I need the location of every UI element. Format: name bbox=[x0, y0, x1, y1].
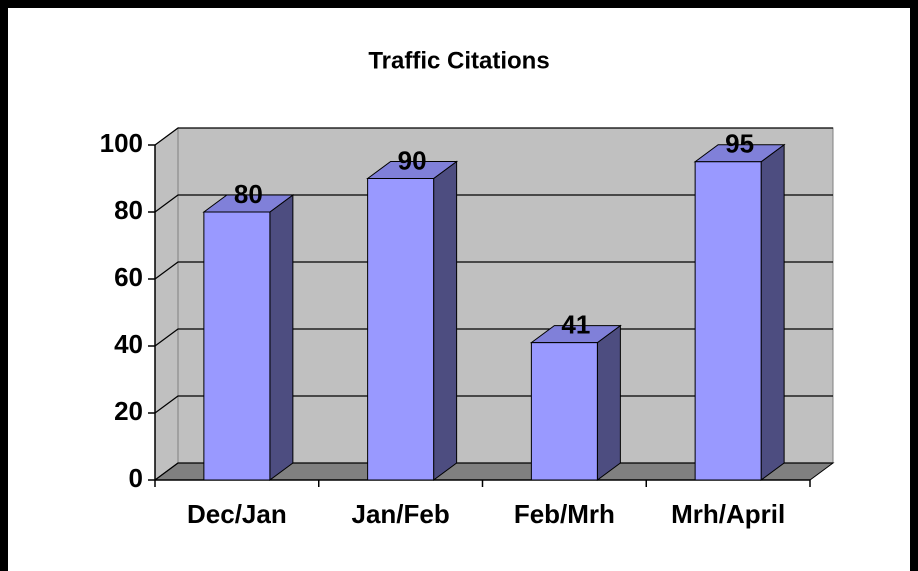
value-label: 95 bbox=[725, 129, 754, 159]
grid-line bbox=[154, 261, 833, 280]
grid-line bbox=[154, 127, 833, 146]
y-tick-label: 40 bbox=[114, 329, 143, 359]
value-label: 80 bbox=[234, 179, 263, 209]
side-wall bbox=[154, 127, 179, 481]
bar-side bbox=[596, 324, 621, 481]
x-tick-label: Jan/Feb bbox=[352, 499, 450, 529]
y-tick-label: 80 bbox=[114, 195, 143, 225]
chart-title: Traffic Citations bbox=[368, 47, 549, 74]
value-label: 90 bbox=[398, 145, 427, 175]
bar-side bbox=[760, 143, 785, 481]
y-tick-label: 0 bbox=[129, 463, 143, 493]
x-tick-label: Mrh/April bbox=[671, 499, 785, 529]
bar bbox=[694, 161, 762, 481]
y-tick-label: 100 bbox=[100, 128, 143, 158]
x-tick-label: Dec/Jan bbox=[187, 499, 287, 529]
bar bbox=[530, 342, 598, 481]
bar bbox=[367, 178, 435, 481]
y-tick-label: 60 bbox=[114, 262, 143, 292]
x-tick-label: Feb/Mrh bbox=[514, 499, 615, 529]
y-tick-label: 20 bbox=[114, 396, 143, 426]
grid-line bbox=[154, 194, 833, 213]
bar bbox=[203, 211, 271, 481]
bar-side bbox=[433, 160, 458, 481]
bar-side bbox=[269, 194, 294, 481]
value-label: 41 bbox=[561, 310, 590, 340]
